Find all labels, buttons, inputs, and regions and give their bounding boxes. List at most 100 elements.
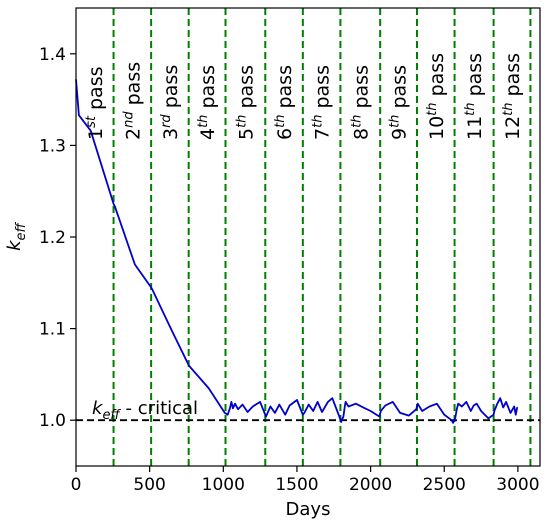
- keff-point: [384, 404, 386, 407]
- pass-label-1: 1st pass: [84, 66, 107, 140]
- keff-point: [399, 412, 401, 414]
- keff-point: [302, 414, 304, 416]
- keff-point: [150, 286, 152, 288]
- y-tick-label: 1.0: [39, 411, 66, 431]
- keff-point: [473, 404, 475, 407]
- keff-point: [502, 406, 504, 408]
- keff-point: [380, 410, 382, 412]
- keff-point: [415, 408, 417, 410]
- pass-label-4: 4th pass: [196, 65, 219, 140]
- keff-point: [493, 414, 495, 416]
- axes: 0 500 1000 1500 2000 2500 3000 1.0 1.1 1.2 1.3 1.4 D…: [4, 7, 541, 520]
- keff-point: [232, 407, 234, 409]
- keff-point: [327, 401, 329, 403]
- keff-point: [278, 404, 280, 406]
- keff-point: [487, 417, 490, 419]
- keff-point: [339, 416, 341, 419]
- x-tick-label: 500: [133, 475, 165, 495]
- keff-point: [188, 364, 190, 366]
- pass-label-7: 7th pass: [311, 65, 334, 140]
- keff-point: [207, 387, 210, 389]
- keff-point: [480, 410, 482, 412]
- keff-point: [151, 289, 154, 291]
- keff-point: [493, 410, 495, 412]
- keff-point: [312, 410, 314, 412]
- keff-point: [134, 263, 136, 266]
- keff-point: [288, 404, 291, 407]
- keff-point: [443, 414, 445, 416]
- keff-point: [457, 403, 459, 405]
- keff-point: [340, 421, 342, 423]
- keff-point: [452, 422, 454, 424]
- pass-label-10: 10th pass: [425, 53, 448, 140]
- keff-point: [451, 419, 453, 421]
- keff-point: [417, 403, 419, 405]
- keff-point: [421, 410, 423, 412]
- keff-point: [224, 412, 226, 414]
- keff-point: [456, 408, 458, 410]
- y-axis-label: keff: [4, 221, 29, 250]
- keff-point: [316, 401, 319, 403]
- keff-point: [344, 405, 346, 408]
- pass-label-6: 6th pass: [273, 65, 296, 140]
- keff-point: [303, 412, 305, 414]
- x-tick-label: 2500: [423, 475, 466, 495]
- keff-point: [428, 405, 431, 408]
- keff-point: [344, 401, 347, 403]
- keff-point: [247, 411, 249, 413]
- keff-point: [515, 414, 517, 416]
- keff-point: [408, 415, 410, 417]
- keff-point: [269, 405, 272, 408]
- keff-point: [227, 414, 229, 416]
- y-tick-label: 1.4: [39, 45, 66, 65]
- keff-point: [362, 406, 364, 408]
- keff-point: [263, 412, 266, 414]
- keff-point: [516, 406, 518, 408]
- pass-label-3: 3rd pass: [159, 65, 182, 140]
- keff-point: [378, 415, 381, 418]
- keff-point: [78, 114, 80, 116]
- keff-point: [499, 397, 501, 399]
- keff-point: [321, 411, 323, 413]
- x-tick-label: 2000: [349, 475, 392, 495]
- pass-label-5: 5th pass: [234, 65, 257, 140]
- keff-point: [189, 366, 191, 368]
- keff-point: [259, 401, 261, 403]
- keff-point: [230, 401, 233, 403]
- keff-point: [296, 399, 298, 401]
- keff-point: [392, 401, 394, 403]
- keff-point: [505, 401, 507, 403]
- keff-point: [331, 397, 333, 399]
- keff-point: [252, 405, 254, 408]
- keff-point: [90, 130, 92, 132]
- keff-point: [112, 203, 115, 205]
- plot-area: keff - critical 1st pass 2nd pass 3rd pass 4…: [75, 8, 540, 466]
- keff-point: [265, 415, 267, 418]
- keff-point: [229, 407, 231, 409]
- x-tick-label: 3000: [496, 475, 539, 495]
- keff-point: [465, 401, 467, 403]
- keff-point: [375, 414, 378, 416]
- keff-point: [347, 405, 350, 408]
- keff-point: [308, 404, 310, 406]
- y-tick-label: 1.3: [39, 136, 66, 156]
- x-axis-label: Days: [286, 499, 331, 520]
- pass-label-12: 12th pass: [501, 53, 524, 140]
- keff-point: [513, 405, 515, 408]
- keff-point: [342, 415, 344, 418]
- keff-point: [476, 403, 478, 405]
- pass-label-11: 11th pass: [463, 53, 486, 140]
- keff-point: [470, 410, 472, 412]
- pass-label-2: 2nd pass: [121, 62, 144, 140]
- keff-point: [436, 403, 438, 405]
- keff-point: [355, 403, 357, 405]
- keff-point: [237, 408, 239, 410]
- keff-point: [171, 329, 173, 332]
- keff-point: [454, 416, 456, 419]
- keff-point: [114, 206, 116, 208]
- x-tick-label: 0: [71, 475, 82, 495]
- keff-point: [274, 412, 276, 414]
- x-tick-label: 1500: [275, 475, 318, 495]
- keff-point: [234, 403, 236, 405]
